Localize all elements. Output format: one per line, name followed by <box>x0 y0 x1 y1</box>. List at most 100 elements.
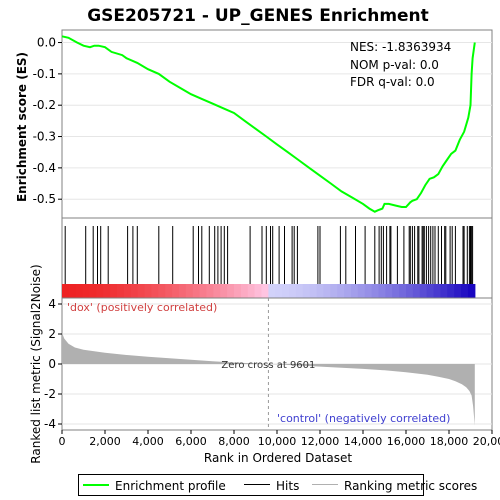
es-tick-label: 0.0 <box>37 36 56 50</box>
rank-color-segment <box>344 284 352 298</box>
rank-color-segment <box>316 284 325 298</box>
rank-color-segment <box>454 284 462 298</box>
rank-color-segment <box>323 284 331 298</box>
rank-color-segment <box>151 284 159 298</box>
hit-marks <box>64 226 474 284</box>
metric-axis-label: Ranked list metric (Signal2Noise) <box>29 264 43 463</box>
es-tick-label: -0.2 <box>33 98 56 112</box>
x-axis-label: Rank in Ordered Dataset <box>204 451 352 465</box>
rank-color-segment <box>357 284 366 298</box>
rank-color-segment <box>89 284 97 298</box>
rank-color-segment <box>158 284 166 298</box>
rank-color-segment <box>68 284 77 298</box>
rank-color-segment <box>227 284 235 298</box>
rank-color-segment <box>461 284 469 298</box>
rank-color-segment <box>82 284 91 298</box>
x-tick-label: 20,000 <box>473 435 500 448</box>
rank-color-segment <box>330 284 338 298</box>
rank-color-segment <box>385 284 393 298</box>
rank-color-segment <box>130 284 139 298</box>
rank-color-segment <box>240 284 249 298</box>
rank-color-segment <box>103 284 111 298</box>
rank-color-segment <box>399 284 407 298</box>
rank-color-segment <box>199 284 208 298</box>
negative-correlation-label: 'control' (negatively correlated) <box>277 412 450 425</box>
legend-label-hits: Hits <box>276 479 300 493</box>
nes-label: NES: -1.8363934 <box>350 40 451 54</box>
rank-color-segment <box>371 284 380 298</box>
rank-color-segment <box>110 284 118 298</box>
rank-color-segment <box>268 284 276 298</box>
rank-color-segment <box>75 284 84 298</box>
rank-color-segment <box>220 284 228 298</box>
fdr-label: FDR q-val: 0.0 <box>350 75 435 89</box>
rank-color-segment <box>295 284 304 298</box>
positive-correlation-label: 'dox' (positively correlated) <box>67 301 217 314</box>
rank-color-segment <box>62 284 70 298</box>
hits-swatch <box>244 484 270 485</box>
rank-color-bar <box>62 284 476 298</box>
rank-color-segment <box>123 284 132 298</box>
enrichment-swatch <box>83 484 109 486</box>
enrichment-profile-line <box>61 35 476 213</box>
rank-color-segment <box>117 284 125 298</box>
rank-color-segment <box>185 284 194 298</box>
chart-title: GSE205721 - UP_GENES Enrichment <box>87 6 429 26</box>
es-tick-label: -0.5 <box>33 192 56 206</box>
metric-tick-label: 0 <box>48 357 56 371</box>
rank-color-segment <box>275 284 283 298</box>
es-axis-label: Enrichment score (ES) <box>15 52 29 202</box>
rank-color-segment <box>447 284 455 298</box>
es-tick-label: -0.1 <box>33 67 56 81</box>
rank-color-segment <box>213 284 221 298</box>
rank-color-segment <box>179 284 187 298</box>
metric-swatch <box>312 484 338 485</box>
rank-color-segment <box>172 284 180 298</box>
rank-color-segment <box>137 284 146 298</box>
x-tick-label: 8,000 <box>218 435 250 448</box>
rank-color-segment <box>419 284 428 298</box>
rank-color-segment <box>192 284 201 298</box>
metric-tick-label: -2 <box>44 387 56 401</box>
rank-color-segment <box>234 284 242 298</box>
metric-tick-label: 4 <box>48 297 56 311</box>
rank-color-segment <box>467 284 476 298</box>
rank-color-segment <box>440 284 448 298</box>
x-tick-label: 16,000 <box>387 435 426 448</box>
x-tick-label: 12,000 <box>301 435 340 448</box>
rank-color-segment <box>351 284 359 298</box>
rank-color-segment <box>433 284 441 298</box>
legend: Enrichment profile Hits Ranking metric s… <box>78 474 477 496</box>
legend-label-enrichment: Enrichment profile <box>115 479 226 493</box>
rank-color-segment <box>412 284 421 298</box>
zero-cross-label: Zero cross at 9601 <box>221 360 315 371</box>
rank-color-segment <box>96 284 104 298</box>
x-tick-label: 10,000 <box>258 435 297 448</box>
metric-tick-label: -4 <box>44 417 56 431</box>
rank-color-segment <box>406 284 414 298</box>
x-tick-label: 6,000 <box>175 435 207 448</box>
rank-color-segment <box>144 284 153 298</box>
x-tick-label: 18,000 <box>430 435 469 448</box>
x-tick-label: 0 <box>59 435 66 448</box>
rank-color-segment <box>392 284 400 298</box>
rank-color-segment <box>247 284 256 298</box>
metric-tick-label: 2 <box>48 327 56 341</box>
legend-label-metric: Ranking metric scores <box>344 479 478 493</box>
rank-color-segment <box>378 284 386 298</box>
es-tick-label: -0.3 <box>33 130 56 144</box>
x-tick-label: 4,000 <box>132 435 164 448</box>
rank-color-segment <box>289 284 297 298</box>
es-tick-label: -0.4 <box>33 161 56 175</box>
rank-color-segment <box>309 284 318 298</box>
rank-color-segment <box>282 284 290 298</box>
rank-color-segment <box>302 284 311 298</box>
rank-color-segment <box>337 284 345 298</box>
rank-color-segment <box>165 284 173 298</box>
x-tick-label: 14,000 <box>344 435 383 448</box>
rank-color-segment <box>254 284 263 298</box>
x-tick-label: 2,000 <box>89 435 121 448</box>
rank-color-segment <box>364 284 373 298</box>
rank-color-segment <box>426 284 435 298</box>
